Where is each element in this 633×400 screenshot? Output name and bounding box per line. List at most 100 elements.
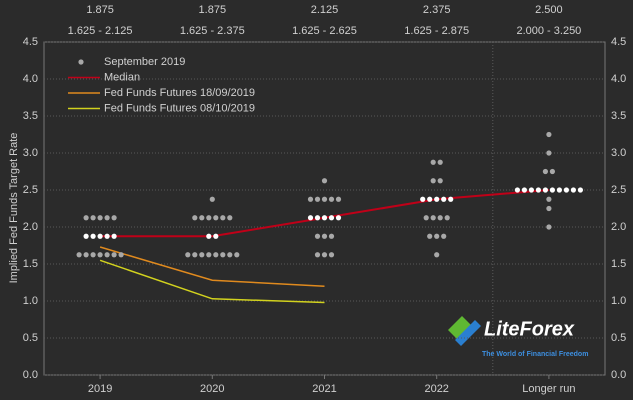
top-label: 2.500 — [535, 4, 563, 16]
dot — [328, 233, 335, 239]
dot — [199, 252, 205, 258]
dot — [423, 215, 429, 221]
y2-tick-label: 4.0 — [611, 73, 626, 85]
dot — [528, 187, 535, 193]
series-line — [99, 259, 325, 304]
dot — [430, 215, 436, 221]
dot — [430, 159, 436, 165]
dot — [111, 215, 117, 221]
dot — [118, 252, 124, 258]
y2-tick-label: 2.0 — [611, 221, 626, 233]
dot — [570, 187, 577, 193]
dot — [577, 187, 584, 193]
dot — [444, 215, 450, 221]
dot — [314, 252, 321, 258]
dot — [192, 215, 198, 221]
y-tick-label: 3.0 — [23, 147, 38, 159]
y-tick-label: 3.5 — [23, 110, 38, 122]
dot — [206, 215, 212, 221]
x-tick-label: 2019 — [88, 383, 112, 395]
dot — [76, 252, 82, 258]
dot — [546, 131, 552, 138]
dot — [321, 252, 328, 258]
dot — [213, 233, 219, 239]
range-label: 1.625 - 2.875 — [404, 25, 469, 37]
y-tick-label: 0.5 — [23, 332, 38, 344]
y2-tick-label: 1.5 — [611, 258, 626, 270]
legend-label: Fed Funds Futures 18/09/2019 — [104, 87, 255, 99]
dot — [97, 215, 103, 221]
y-tick-label: 0.0 — [23, 369, 38, 381]
dot — [104, 252, 110, 258]
x-tick-label: 2020 — [200, 383, 224, 395]
logo: LiteForex The World of Financial Freedom — [448, 316, 588, 358]
dot — [90, 215, 96, 221]
dot — [427, 233, 433, 239]
dot — [434, 233, 440, 239]
legend-label: Fed Funds Futures 08/10/2019 — [104, 102, 255, 114]
dot — [83, 252, 89, 258]
dot — [434, 196, 440, 202]
y2-tick-label: 1.0 — [611, 295, 626, 307]
dot — [321, 215, 328, 221]
dot — [209, 196, 215, 202]
dot — [199, 215, 205, 221]
dot — [430, 178, 436, 184]
y-tick-label: 1.5 — [23, 258, 38, 270]
dot — [220, 215, 226, 221]
dot — [314, 233, 321, 239]
y-tick-label: 4.5 — [23, 36, 38, 48]
dot — [542, 187, 549, 193]
dot — [104, 233, 110, 239]
dot — [434, 252, 440, 258]
y-tick-label: 1.0 — [23, 295, 38, 307]
dot — [328, 215, 335, 221]
dot — [335, 196, 342, 202]
dot — [335, 215, 342, 221]
y2-tick-label: 0.5 — [611, 332, 626, 344]
dot — [546, 205, 552, 212]
x-tick-label: 2021 — [312, 383, 336, 395]
legend-label: September 2019 — [104, 56, 185, 68]
dot — [427, 196, 433, 202]
dot — [549, 168, 556, 175]
y2-tick-label: 0.0 — [611, 369, 626, 381]
dot — [420, 196, 426, 202]
dot — [321, 178, 328, 184]
dot — [111, 233, 117, 239]
dot — [111, 252, 117, 258]
dot — [185, 252, 191, 258]
y2-tick-label: 4.5 — [611, 36, 626, 48]
dot — [521, 187, 528, 193]
range-label: 2.000 - 3.250 — [516, 25, 581, 37]
dot — [213, 215, 219, 221]
y-tick-label: 2.5 — [23, 184, 38, 196]
dot — [104, 215, 110, 221]
dot — [437, 159, 443, 165]
x-tick-label: Longer run — [522, 383, 575, 395]
dot — [314, 196, 321, 202]
dot — [321, 196, 328, 202]
dot — [328, 196, 335, 202]
range-label: 1.625 - 2.625 — [292, 25, 357, 37]
dot — [535, 187, 542, 193]
y2-tick-label: 2.5 — [611, 184, 626, 196]
y-tick-label: 2.0 — [23, 221, 38, 233]
dot — [307, 215, 314, 221]
dot — [314, 215, 321, 221]
legend-label: Median — [104, 71, 140, 83]
dot — [556, 187, 563, 193]
dot — [192, 252, 198, 258]
top-label: 2.375 — [423, 4, 451, 16]
dot — [90, 252, 96, 258]
y2-tick-label: 3.0 — [611, 147, 626, 159]
dot — [448, 196, 454, 202]
dot — [307, 196, 314, 202]
dot — [227, 215, 233, 221]
dot — [90, 233, 96, 239]
y-axis-label: Implied Fed Funds Target Rate — [8, 133, 20, 284]
y2-tick-label: 3.5 — [611, 110, 626, 122]
dot — [563, 187, 570, 193]
dot — [328, 252, 335, 258]
